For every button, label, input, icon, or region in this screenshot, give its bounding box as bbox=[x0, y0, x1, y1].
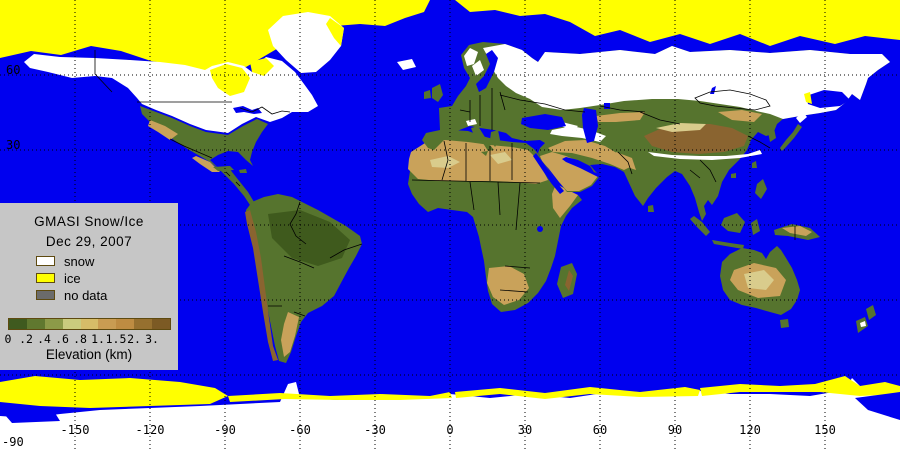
legend-item-label: ice bbox=[64, 271, 81, 286]
java bbox=[712, 240, 744, 249]
legend-item-label: no data bbox=[64, 288, 108, 303]
red-sea bbox=[533, 153, 564, 194]
map-legend: GMASI Snow/Ice Dec 29, 2007 snow ice no … bbox=[0, 203, 178, 370]
no-data-swatch bbox=[36, 290, 55, 300]
himalaya-snow bbox=[648, 150, 762, 160]
colorbar-segment bbox=[134, 319, 153, 329]
legend-title: GMASI Snow/Ice bbox=[34, 214, 144, 229]
lon-label: 120 bbox=[739, 423, 761, 437]
thar-desert bbox=[614, 152, 636, 170]
ireland bbox=[424, 90, 431, 99]
persian-gulf bbox=[562, 157, 605, 180]
colorbar-tick: .4 bbox=[37, 332, 51, 346]
eurasia bbox=[422, 42, 890, 221]
japan bbox=[780, 124, 802, 151]
philippines bbox=[755, 179, 767, 199]
sakhalin bbox=[790, 92, 796, 112]
colorbar-segment bbox=[80, 319, 99, 329]
legend-date: Dec 29, 2007 bbox=[45, 234, 133, 249]
hokkaido-snow bbox=[796, 112, 807, 123]
gobi bbox=[718, 110, 762, 122]
taklamakan bbox=[656, 123, 706, 132]
caspian-sea bbox=[582, 108, 598, 143]
sulawesi bbox=[751, 219, 760, 235]
lon-label: -90 bbox=[214, 423, 236, 437]
lon-label: -120 bbox=[135, 423, 165, 437]
colorbar-tick: 1.5 bbox=[105, 332, 127, 346]
greenland bbox=[268, 12, 416, 73]
country-borders bbox=[94, 50, 796, 317]
kalahari bbox=[487, 266, 529, 305]
iran-plateau bbox=[548, 140, 630, 170]
tasmania bbox=[780, 319, 789, 328]
colorbar-segment bbox=[26, 319, 45, 329]
colorbar-tick: 3. bbox=[145, 332, 159, 346]
colorbar-segment bbox=[116, 319, 135, 329]
cuba bbox=[213, 166, 234, 171]
sea-of-okhotsk bbox=[806, 90, 850, 108]
sumatra bbox=[690, 216, 710, 236]
ice-swatch bbox=[36, 273, 55, 283]
elevation-colorbar bbox=[8, 318, 171, 330]
legend-item-label: snow bbox=[64, 254, 95, 269]
lon-label: 30 bbox=[517, 423, 533, 437]
colorbar-tick: 0 bbox=[4, 332, 12, 346]
greece bbox=[490, 130, 500, 147]
italy bbox=[471, 126, 494, 151]
colorbar-segment bbox=[152, 319, 171, 329]
sri-lanka bbox=[648, 205, 654, 212]
sahara bbox=[408, 140, 548, 184]
lat-label: -90 bbox=[2, 435, 24, 449]
lon-label: -150 bbox=[60, 423, 90, 437]
new-zealand-north bbox=[866, 305, 876, 320]
taiwan bbox=[752, 161, 757, 168]
colorbar-segment bbox=[9, 319, 27, 329]
lon-label: -30 bbox=[364, 423, 386, 437]
colorbar-axis-label: Elevation (km) bbox=[45, 347, 133, 362]
south-america bbox=[245, 194, 362, 363]
baltic-sea bbox=[476, 50, 498, 92]
colorbar-tick: 1. bbox=[91, 332, 105, 346]
lat-label: 60 bbox=[6, 63, 21, 77]
siberia-snow bbox=[483, 44, 890, 119]
lake-victoria bbox=[537, 226, 543, 232]
australia bbox=[720, 246, 876, 333]
southeast-asia-islands bbox=[690, 179, 820, 249]
snow-swatch bbox=[36, 256, 55, 266]
colorbar-tick: .8 bbox=[73, 332, 87, 346]
colorbar-segment bbox=[62, 319, 81, 329]
colorbar-tick: .2 bbox=[19, 332, 33, 346]
iceland bbox=[397, 59, 416, 70]
borneo bbox=[721, 213, 745, 233]
colorbar-tick: 2. bbox=[127, 332, 141, 346]
britain bbox=[432, 84, 443, 102]
lon-label: 60 bbox=[592, 423, 608, 437]
andes bbox=[245, 210, 278, 361]
lon-label: 150 bbox=[814, 423, 836, 437]
lat-label: 30 bbox=[6, 138, 21, 152]
lon-label: 90 bbox=[667, 423, 683, 437]
lon-label: -60 bbox=[289, 423, 311, 437]
black-sea bbox=[521, 114, 566, 130]
alps-snow bbox=[466, 119, 477, 126]
korea bbox=[768, 128, 776, 142]
horn-of-africa bbox=[552, 184, 578, 218]
hudson-bay-ice bbox=[210, 64, 250, 96]
africa bbox=[408, 130, 582, 312]
colorbar-segment bbox=[44, 319, 63, 329]
lon-label: 0 bbox=[446, 423, 454, 437]
arabia bbox=[540, 152, 598, 191]
north-america bbox=[24, 54, 318, 205]
colorbar-segment bbox=[98, 319, 117, 329]
colorbar-tick: .6 bbox=[55, 332, 69, 346]
